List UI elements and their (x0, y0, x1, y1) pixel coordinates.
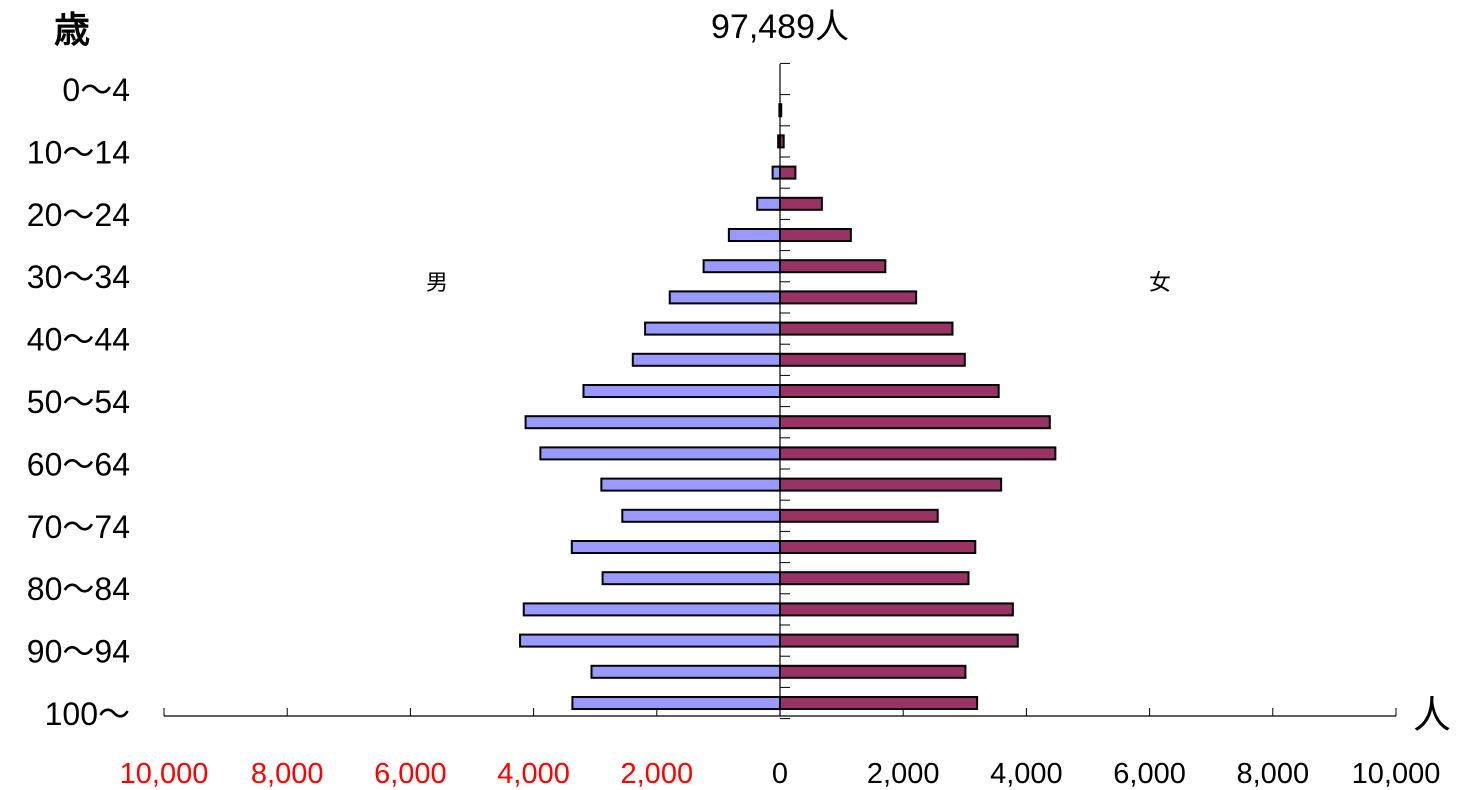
bar-female-9 (779, 415, 1051, 430)
bar-male-9 (524, 415, 781, 430)
bar-male-8 (539, 446, 781, 461)
x-tick-label: 6,000 (374, 758, 447, 790)
bar-female-13 (779, 290, 918, 305)
bar-female-15 (779, 228, 852, 242)
bar-female-6 (779, 508, 939, 523)
x-tick-label: 8,000 (251, 758, 324, 790)
bar-male-13 (668, 290, 782, 305)
x-tick-label: 2,000 (867, 758, 940, 790)
legend-female: 女 (1149, 270, 1171, 295)
bar-female-7 (779, 477, 1003, 492)
bar-male-17 (771, 165, 781, 180)
bar-female-12 (779, 321, 954, 336)
bar-male-0 (571, 696, 782, 710)
y-tick-label: 0～4 (62, 72, 130, 108)
y-tick-label: 30～34 (27, 259, 130, 295)
bar-male-6 (621, 508, 782, 523)
bar-male-7 (600, 477, 781, 492)
bar-female-16 (779, 196, 823, 211)
bar-male-5 (570, 540, 781, 554)
bar-male-12 (644, 321, 782, 336)
bar-female-17 (779, 165, 797, 180)
y-tick-label: 20～24 (27, 197, 130, 233)
y-tick-label: 40～44 (27, 322, 130, 358)
bar-female-8 (779, 446, 1057, 461)
y-tick-label: 50～54 (27, 384, 130, 420)
bar-male-10 (582, 384, 781, 398)
y-tick-label: 10～14 (27, 134, 130, 170)
y-tick-label: 100～ (45, 696, 130, 732)
bar-male-16 (756, 196, 782, 211)
x-tick-label: 0 (772, 758, 788, 790)
bar-female-10 (779, 384, 1000, 398)
y-tick-label: 60～64 (27, 446, 130, 482)
bar-female-14 (779, 259, 887, 274)
y-tick-labels: 100～ 90～94 80～84 70～74 60～64 50～54 40～44 30～34 2… (27, 72, 130, 732)
bar-male-2 (519, 633, 781, 648)
bar-female-1 (779, 664, 967, 679)
y-tick-label: 80～84 (27, 571, 130, 607)
bar-female-11 (779, 352, 966, 367)
x-tick-label: 10,000 (120, 758, 209, 790)
bar-male-15 (727, 228, 782, 242)
bar-male-14 (702, 259, 782, 274)
bar-male-3 (522, 602, 782, 617)
bar-male-4 (601, 571, 781, 586)
chart-title: 97,489人 (711, 8, 849, 46)
bar-female-4 (779, 571, 970, 586)
legend-male: 男 (426, 270, 448, 295)
bar-male-1 (590, 664, 782, 679)
bar-female-5 (779, 540, 977, 554)
bar-male-11 (631, 352, 781, 367)
y-tick-label: 70～74 (27, 509, 130, 545)
x-tick-label: 6,000 (1113, 758, 1186, 790)
axes-group (163, 62, 1397, 720)
bar-female-0 (779, 696, 979, 710)
x-tick-label: 10,000 (1352, 758, 1441, 790)
bar-female-3 (779, 602, 1014, 617)
x-tick-label: 2,000 (621, 758, 694, 790)
x-tick-label: 4,000 (497, 758, 570, 790)
x-unit-label: 人 (1413, 695, 1451, 737)
y-tick-label: 90～94 (27, 634, 130, 670)
x-tick-label: 8,000 (1237, 758, 1310, 790)
bar-female-2 (779, 633, 1019, 648)
x-tick-labels: 10,000 8,000 6,000 4,000 2,000 0 2,000 4,000 6,0… (120, 758, 1441, 790)
y-unit-label: 歳 (54, 9, 90, 50)
x-tick-label: 4,000 (990, 758, 1063, 790)
